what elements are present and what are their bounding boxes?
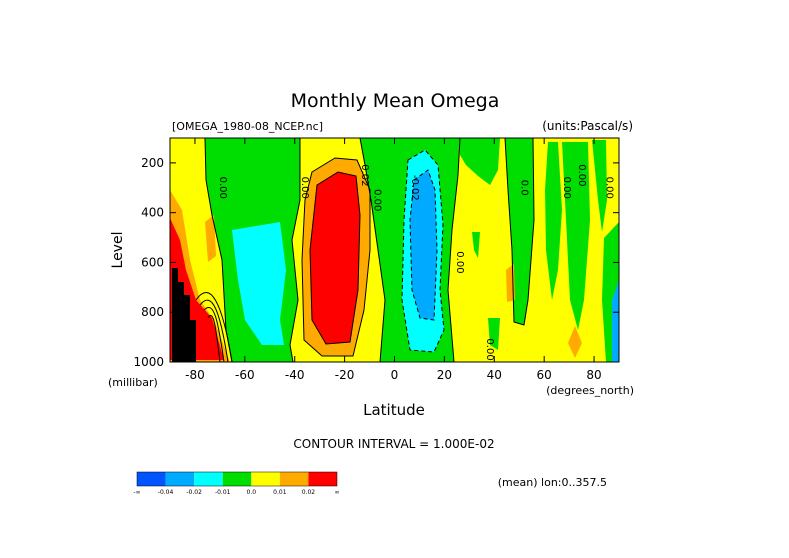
x-tick-label: 40 (487, 368, 502, 382)
y-axis-label: Level (110, 232, 126, 269)
contour-label: 0.00 (484, 338, 495, 360)
region-blue-northpole (612, 280, 619, 362)
colorbar-swatch (222, 472, 252, 486)
x-tick-label: 0 (391, 368, 399, 382)
y-tick-label: 1000 (133, 355, 164, 369)
colorbar-label: -∞ (133, 489, 140, 496)
region-green-small1 (472, 232, 480, 258)
colorbar-swatch (251, 472, 280, 486)
region-green-north5 (592, 140, 607, 232)
x-tick-label: -80 (185, 368, 205, 382)
x-tick-label: -20 (335, 368, 355, 382)
contour-label: -0.02 (409, 175, 420, 201)
colorbar-label: 0.01 (273, 489, 287, 496)
x-tick-label: -60 (235, 368, 255, 382)
contour-label: 0.00 (299, 177, 310, 199)
colorbar-label: -0.04 (158, 489, 174, 496)
region-green-north3 (545, 142, 562, 300)
contour-outlines (204, 138, 535, 362)
region-orange-small3 (568, 326, 582, 358)
y-axis: 200 400 600 800 1000 (133, 156, 619, 369)
y-tick-label: 200 (141, 156, 164, 170)
colorbar-label: -0.02 (186, 489, 202, 496)
region-green-north1 (460, 138, 500, 185)
contour-label: 0.00 (454, 251, 465, 273)
colorbar-swatch (165, 472, 195, 486)
contour-labels: 0.00 0.000.020.00 -0.020.000.000.0 0.000.00… (217, 164, 615, 360)
chart-title: Monthly Mean Omega (291, 90, 500, 112)
contour-label: 0.00 (604, 177, 615, 199)
region-orange-small1 (205, 215, 216, 262)
contour-label: 0.00 (561, 177, 572, 199)
x-axis-units: (degrees_north) (546, 384, 634, 397)
contour-label: 0.00 (372, 189, 383, 211)
x-tick-label: -40 (285, 368, 305, 382)
x-tick-label: 20 (437, 368, 452, 382)
southpole-contour-lines (195, 292, 233, 362)
colorbar-frame (136, 471, 338, 487)
units-label: (units:Pascal/s) (542, 119, 633, 133)
colorbar: -∞ -0.04 -0.02 -0.01 0.0 0.01 0.02 ∞ (133, 471, 340, 496)
colorbar-label: -0.01 (215, 489, 231, 496)
contour-interval: CONTOUR INTERVAL = 1.000E-02 (293, 437, 494, 451)
contour-label: 0.0 (519, 180, 530, 196)
y-axis-units: (millibar) (108, 376, 158, 389)
contour-label: 0.00 (576, 164, 587, 186)
y-tick-label: 600 (141, 255, 164, 269)
y-tick-label: 800 (141, 305, 164, 319)
region-cyan-southern (232, 222, 286, 345)
colorbar-swatch (194, 472, 223, 486)
topography-mask (172, 268, 196, 362)
region-blue-tropics (410, 170, 437, 320)
colorbar-label: 0.02 (302, 489, 316, 496)
colorbar-label: 0.0 (247, 489, 257, 496)
x-tick-label: 60 (537, 368, 552, 382)
x-tick-label: 80 (586, 368, 601, 382)
y-tick-label: 400 (141, 206, 164, 220)
colorbar-label: ∞ (335, 489, 340, 496)
region-green-north4 (562, 142, 590, 330)
region-green-north2 (505, 138, 534, 325)
colorbar-swatch (279, 472, 309, 486)
x-axis-label: Latitude (363, 401, 425, 419)
colorbar-swatch (137, 472, 166, 486)
colorbar-swatch (308, 472, 337, 486)
region-red-subtropics (310, 172, 360, 344)
contour-label: 0.00 (217, 177, 228, 199)
contour-label: 0.02 (359, 164, 370, 186)
region-green-small2 (488, 318, 500, 350)
x-axis: -80 -60 -40 -20 0 20 40 60 80 (185, 138, 602, 382)
averaging-note: (mean) lon:0..357.5 (498, 476, 607, 489)
contour-field (170, 138, 619, 362)
dataset-label: [OMEGA_1980-08_NCEP.nc] (172, 120, 323, 133)
